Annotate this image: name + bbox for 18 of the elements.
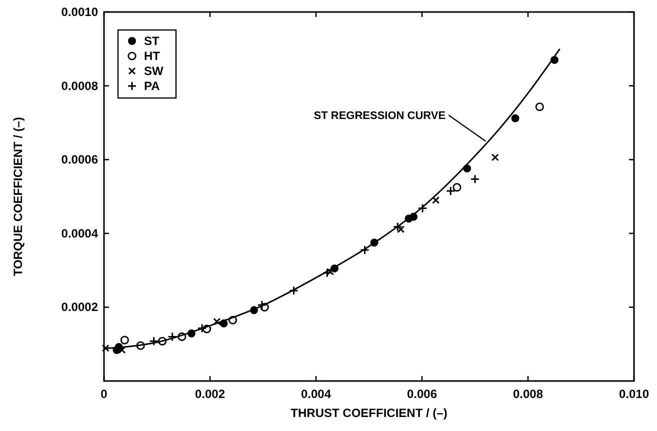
x-tick-label: 0.006 <box>406 387 438 401</box>
y-tick-label: 0.0004 <box>61 226 98 240</box>
y-tick-label: 0.0006 <box>61 152 98 167</box>
y-tick-label: 0.0008 <box>61 78 98 93</box>
annotation: ST REGRESSION CURVE <box>314 110 446 122</box>
x-tick-label: 0 <box>100 387 108 401</box>
legend-label: ST <box>144 34 160 48</box>
x-tick-label: 0.002 <box>194 387 226 401</box>
y-axis-title: TORQUE COEFFICIENT / (–) <box>11 116 25 276</box>
legend-label: SW <box>144 64 164 78</box>
y-tick-label: 0.0010 <box>61 5 98 19</box>
y-tick-label: 0.0002 <box>61 300 98 314</box>
legend-label: PA <box>144 79 160 93</box>
x-axis-title: THRUST COEFFICIENT / (–) <box>290 406 448 420</box>
x-tick-label: 0.010 <box>618 387 650 401</box>
x-tick-label: 0.004 <box>300 387 332 401</box>
x-tick-label: 0.008 <box>512 387 544 401</box>
legend-label: HT <box>144 49 161 63</box>
